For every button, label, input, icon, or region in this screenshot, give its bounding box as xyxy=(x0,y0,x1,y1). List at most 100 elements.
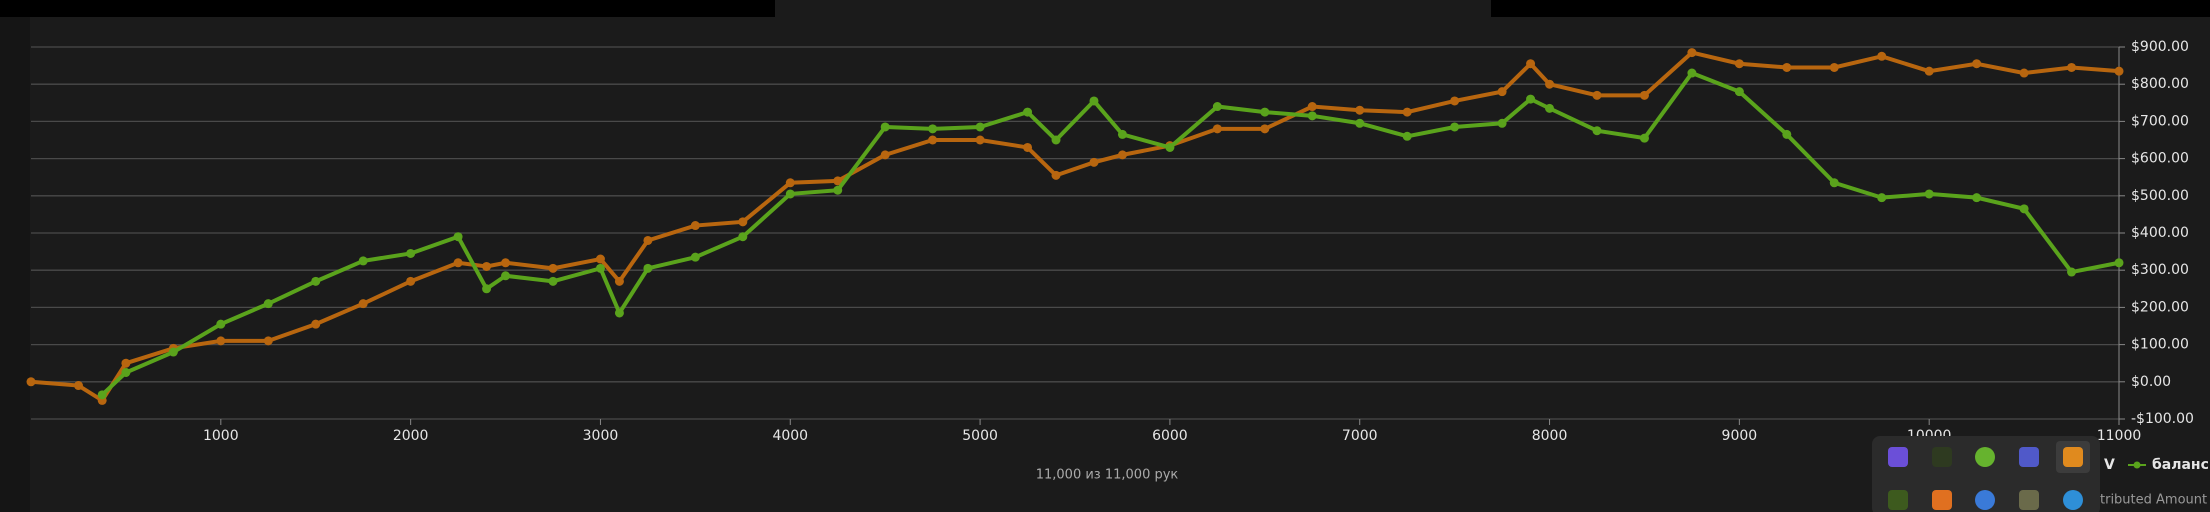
point xyxy=(1592,126,1602,136)
point xyxy=(785,189,795,199)
x-tick-label: 1000 xyxy=(203,428,239,444)
point xyxy=(1212,102,1222,112)
y-tick-label: $0.00 xyxy=(2131,374,2171,390)
series-line xyxy=(30,50,2120,404)
point xyxy=(643,263,653,273)
point xyxy=(928,124,938,134)
point xyxy=(501,258,511,268)
point xyxy=(1260,124,1270,134)
y-tick-label: $800.00 xyxy=(2131,76,2189,92)
point xyxy=(1545,103,1555,113)
point xyxy=(73,381,83,391)
point xyxy=(1782,62,1792,72)
tray-icon[interactable] xyxy=(1888,490,1908,510)
point xyxy=(358,256,368,266)
point xyxy=(168,347,178,357)
point xyxy=(2067,267,2077,277)
point xyxy=(2114,258,2124,268)
point xyxy=(501,271,511,281)
plot-area: -$100.00 $0.00 $100.00 $200.00 $300.00 $400.0… xyxy=(26,39,2194,444)
point xyxy=(1117,150,1127,160)
tray-icon[interactable] xyxy=(2019,447,2039,467)
point xyxy=(1829,62,1839,72)
y-tick-label: $400.00 xyxy=(2131,225,2189,241)
point xyxy=(453,258,463,268)
tray-icon[interactable] xyxy=(1932,447,1952,467)
point xyxy=(1117,129,1127,139)
point xyxy=(97,390,107,400)
point xyxy=(614,276,624,286)
point xyxy=(311,276,321,286)
point xyxy=(928,135,938,145)
point xyxy=(738,232,748,242)
point xyxy=(1687,68,1697,78)
point xyxy=(1924,66,1934,76)
point xyxy=(1639,90,1649,100)
tray-icon[interactable] xyxy=(1888,447,1908,467)
tray-icon[interactable] xyxy=(2063,490,2083,510)
point xyxy=(1051,135,1061,145)
point xyxy=(1402,107,1412,117)
x-tick-label: 3000 xyxy=(583,428,619,444)
left-edge xyxy=(0,17,30,512)
tray-icon[interactable] xyxy=(2063,447,2083,467)
x-tick-label: 6000 xyxy=(1152,428,1188,444)
point xyxy=(1592,90,1602,100)
point xyxy=(548,276,558,286)
point xyxy=(1355,105,1365,115)
x-tick-label: 8000 xyxy=(1532,428,1568,444)
tray-icon[interactable] xyxy=(2019,490,2039,510)
legend-label: баланс xyxy=(2152,457,2209,473)
y-tick-label: $300.00 xyxy=(2131,262,2189,278)
point xyxy=(1212,124,1222,134)
x-tick-label: 5000 xyxy=(962,428,998,444)
taskbar-popup xyxy=(1872,436,2100,512)
point xyxy=(880,150,890,160)
point xyxy=(880,122,890,132)
legend-fragment: V xyxy=(2104,457,2115,473)
point xyxy=(2067,62,2077,72)
point xyxy=(1877,51,1887,61)
point xyxy=(1165,142,1175,152)
point xyxy=(1450,122,1460,132)
point xyxy=(121,368,131,377)
point xyxy=(1307,111,1317,121)
point xyxy=(1734,59,1744,69)
point xyxy=(1545,79,1555,89)
point xyxy=(26,377,36,387)
tray-icon[interactable] xyxy=(1975,447,1995,467)
footer: 11,000 из 11,000 рук xyxy=(1036,468,1179,483)
point xyxy=(1089,96,1099,106)
point xyxy=(453,232,463,242)
point xyxy=(2114,66,2124,76)
point xyxy=(595,263,605,273)
point xyxy=(1734,87,1744,97)
point xyxy=(1355,118,1365,128)
series-line xyxy=(100,70,2120,397)
point xyxy=(1639,133,1649,143)
y-tick-label: $700.00 xyxy=(2131,113,2189,129)
point xyxy=(406,276,416,286)
y-tick-label: $600.00 xyxy=(2131,151,2189,167)
tray-icon[interactable] xyxy=(1932,490,1952,510)
point xyxy=(1089,157,1099,167)
point xyxy=(1450,96,1460,106)
y-tick-label: $900.00 xyxy=(2131,39,2189,55)
x-tick-label: 4000 xyxy=(772,428,808,444)
point xyxy=(1051,170,1061,180)
point xyxy=(406,248,416,258)
point xyxy=(2019,204,2029,214)
y-tick-label: $500.00 xyxy=(2131,188,2189,204)
point xyxy=(2019,68,2029,78)
tray-icon[interactable] xyxy=(1975,490,1995,510)
top-bar xyxy=(0,0,775,17)
point xyxy=(833,176,843,186)
point xyxy=(1972,193,1982,203)
point xyxy=(1023,142,1033,152)
legend-swatch xyxy=(2133,461,2141,469)
x-tick-label: 11000 xyxy=(2097,428,2142,444)
point xyxy=(216,336,226,346)
top-bar xyxy=(1491,0,2210,17)
y-tick-label: $200.00 xyxy=(2131,299,2189,315)
